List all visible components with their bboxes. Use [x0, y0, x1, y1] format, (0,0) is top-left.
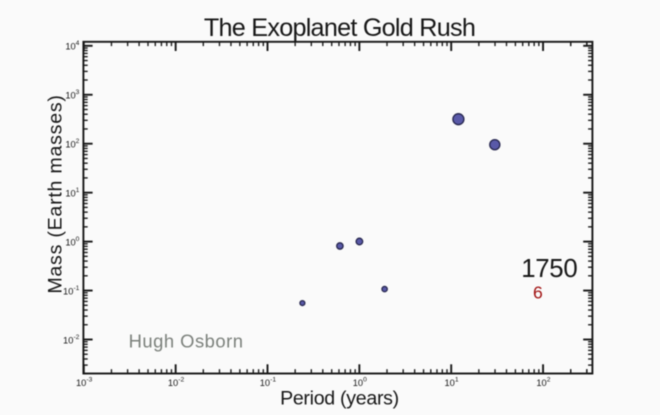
- svg-text:-2: -2: [73, 334, 79, 341]
- svg-text:The Exoplanet Gold Rush: The Exoplanet Gold Rush: [204, 14, 475, 42]
- svg-text:10: 10: [260, 378, 270, 388]
- svg-text:Hugh Osborn: Hugh Osborn: [129, 331, 244, 352]
- svg-text:Mass (Earth masses): Mass (Earth masses): [44, 94, 66, 293]
- svg-text:-1: -1: [270, 377, 276, 384]
- svg-text:1750: 1750: [521, 255, 577, 283]
- svg-text:10: 10: [65, 189, 75, 199]
- svg-text:1: 1: [76, 187, 80, 194]
- svg-text:-3: -3: [86, 377, 92, 384]
- svg-text:10: 10: [353, 378, 363, 388]
- svg-text:0: 0: [76, 236, 80, 243]
- svg-text:0: 0: [363, 377, 367, 384]
- svg-text:3: 3: [76, 89, 80, 96]
- svg-text:1: 1: [455, 377, 459, 384]
- svg-text:-2: -2: [178, 377, 184, 384]
- svg-text:-1: -1: [73, 285, 79, 292]
- svg-text:10: 10: [65, 140, 75, 150]
- svg-text:6: 6: [533, 282, 543, 302]
- svg-text:10: 10: [65, 42, 75, 52]
- svg-text:10: 10: [536, 378, 546, 388]
- svg-text:10: 10: [168, 378, 178, 388]
- svg-text:10: 10: [65, 91, 75, 101]
- svg-text:10: 10: [63, 286, 73, 296]
- svg-text:10: 10: [445, 378, 455, 388]
- svg-text:2: 2: [76, 138, 80, 145]
- svg-text:4: 4: [76, 40, 80, 47]
- svg-text:Period (years): Period (years): [280, 388, 399, 410]
- svg-text:2: 2: [547, 377, 551, 384]
- svg-text:10: 10: [76, 378, 86, 388]
- svg-text:10: 10: [65, 237, 75, 247]
- svg-text:10: 10: [63, 335, 73, 345]
